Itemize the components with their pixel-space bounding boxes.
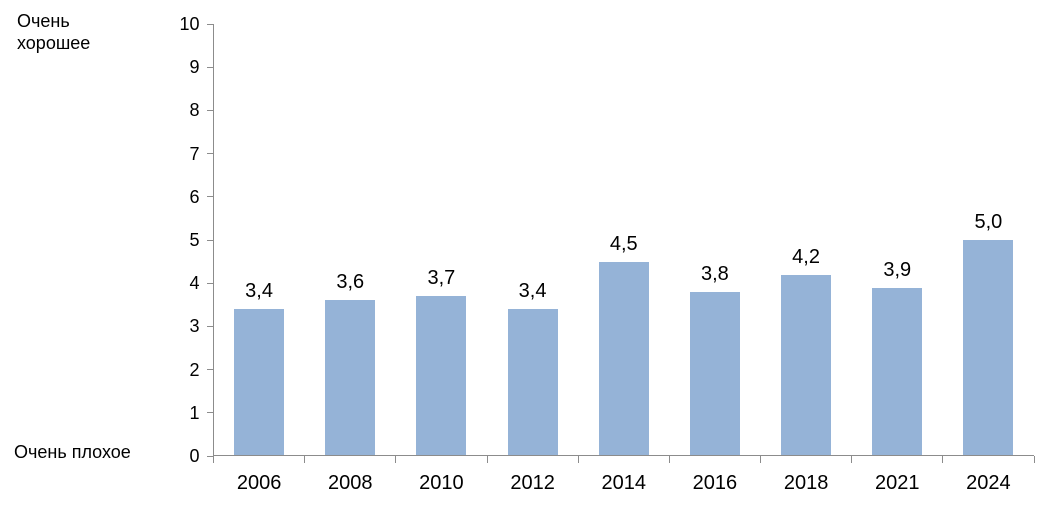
x-tick-mark bbox=[577, 456, 579, 463]
bar-value-label: 4,5 bbox=[609, 232, 638, 255]
x-tick-label: 2006 bbox=[236, 472, 282, 494]
x-tick-label: 2016 bbox=[692, 472, 738, 494]
x-tick-label: 2018 bbox=[783, 472, 829, 494]
y-tick-mark bbox=[206, 153, 214, 155]
y-axis-line bbox=[213, 24, 214, 456]
y-tick-label: 1 bbox=[189, 402, 200, 423]
bar bbox=[872, 287, 923, 455]
bar bbox=[325, 300, 376, 455]
bar bbox=[598, 261, 649, 455]
bar bbox=[507, 309, 558, 455]
x-tick-mark bbox=[213, 456, 214, 463]
x-tick-mark bbox=[1033, 456, 1035, 463]
y-tick-label: 9 bbox=[189, 57, 200, 78]
x-tick-mark bbox=[486, 456, 488, 463]
y-tick-label: 4 bbox=[189, 273, 200, 294]
bar bbox=[963, 240, 1014, 455]
y-tick-mark bbox=[206, 196, 214, 198]
x-tick-label: 2010 bbox=[419, 472, 464, 494]
y-tick-mark bbox=[206, 325, 214, 327]
x-tick-label: 2008 bbox=[328, 472, 373, 494]
y-tick-label: 6 bbox=[189, 186, 200, 207]
bar-value-label: 4,2 bbox=[792, 245, 820, 268]
y-tick-mark bbox=[206, 455, 214, 457]
bar bbox=[416, 296, 467, 455]
bar bbox=[234, 309, 285, 455]
bar-value-label: 3,8 bbox=[701, 262, 729, 285]
y-tick-label: 0 bbox=[189, 446, 200, 466]
x-tick-mark bbox=[851, 456, 853, 463]
x-tick-mark bbox=[760, 456, 761, 463]
y-tick-label: 7 bbox=[189, 143, 200, 164]
y-tick-label: 10 bbox=[179, 14, 200, 34]
x-tick-mark bbox=[668, 456, 670, 463]
y-tick-label: 3 bbox=[189, 316, 200, 337]
bar bbox=[781, 274, 832, 455]
bar-value-label: 3,4 bbox=[245, 280, 273, 303]
bar-value-label: 3,6 bbox=[336, 271, 365, 294]
x-tick-label: 2024 bbox=[966, 472, 1011, 494]
x-tick-label: 2012 bbox=[510, 472, 555, 494]
bar-value-label: 5,0 bbox=[974, 211, 1003, 233]
x-tick-mark bbox=[304, 456, 306, 463]
bar bbox=[689, 291, 740, 455]
bar-value-label: 3,7 bbox=[427, 267, 456, 290]
y-tick-mark bbox=[206, 282, 214, 284]
y-axis-bottom-label: Очень плохое bbox=[14, 442, 131, 462]
x-tick-label: 2014 bbox=[601, 472, 647, 494]
bar-value-label: 3,9 bbox=[883, 258, 912, 281]
x-axis-line bbox=[213, 455, 1034, 456]
y-tick-mark bbox=[206, 369, 214, 371]
y-tick-mark bbox=[206, 239, 214, 241]
y-tick-label: 8 bbox=[189, 100, 200, 121]
y-tick-mark bbox=[206, 412, 214, 414]
y-axis-top-label: Очень хорошее bbox=[17, 11, 91, 53]
x-tick-mark bbox=[395, 456, 397, 463]
bar-value-label: 3,4 bbox=[518, 280, 547, 303]
y-tick-label: 2 bbox=[189, 359, 200, 380]
x-tick-mark bbox=[942, 456, 944, 463]
x-tick-label: 2021 bbox=[875, 472, 920, 494]
y-tick-label: 5 bbox=[189, 230, 200, 250]
y-tick-mark bbox=[206, 23, 214, 25]
y-tick-mark bbox=[206, 66, 214, 68]
y-tick-mark bbox=[206, 109, 214, 111]
